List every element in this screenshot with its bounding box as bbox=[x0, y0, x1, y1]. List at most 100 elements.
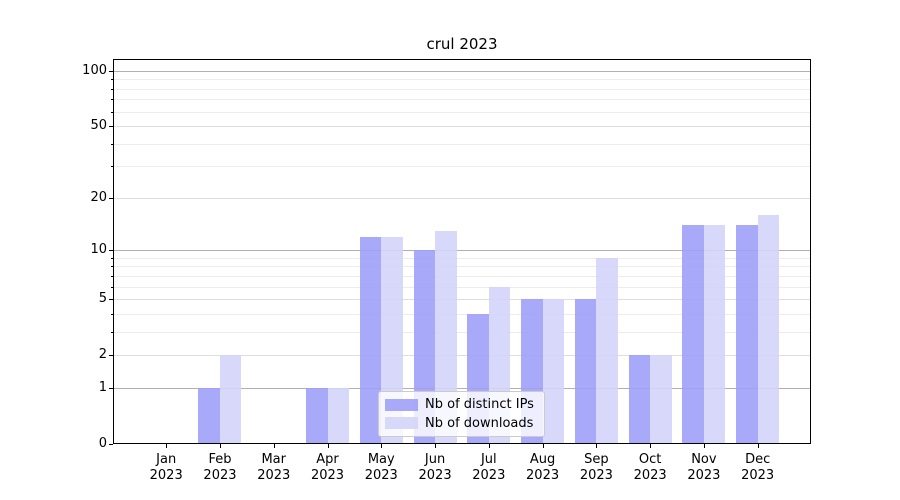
gridline-minor bbox=[114, 275, 810, 277]
y-tick-label: 1 bbox=[98, 379, 107, 395]
y-minor-tick-mark bbox=[111, 299, 113, 300]
legend-label-downloads: Nb of downloads bbox=[425, 415, 534, 431]
bar-dec-ips bbox=[736, 224, 758, 443]
y-minor-tick-mark bbox=[111, 126, 113, 127]
gridline bbox=[114, 126, 810, 128]
x-tick-label-month: Nov bbox=[691, 452, 717, 467]
legend: Nb of distinct IPs Nb of downloads bbox=[378, 391, 545, 437]
x-tick-mark bbox=[758, 444, 759, 448]
x-tick-label-month: Jul bbox=[480, 452, 497, 467]
bar-aug-downloads bbox=[542, 299, 565, 443]
bar-nov-ips bbox=[682, 224, 704, 443]
x-tick-label-year: 2023 bbox=[526, 468, 560, 483]
bar-apr-ips bbox=[306, 387, 328, 443]
x-tick-label: Jun 2023 bbox=[408, 452, 462, 484]
y-tick-mark bbox=[109, 71, 113, 72]
x-tick-label-year: 2023 bbox=[149, 468, 183, 483]
legend-swatch-distinct-ips-icon bbox=[385, 398, 418, 411]
plot-border-bottom bbox=[113, 443, 811, 444]
x-tick-label-month: Feb bbox=[208, 452, 232, 467]
plot-area bbox=[113, 59, 811, 444]
y-minor-tick-mark bbox=[111, 287, 113, 288]
x-tick-label-month: Jun bbox=[424, 452, 446, 467]
bar-feb-downloads bbox=[219, 355, 242, 443]
bar-sep-downloads bbox=[596, 257, 618, 443]
legend-swatch-downloads-icon bbox=[385, 417, 418, 430]
bar-sep-ips bbox=[574, 299, 597, 443]
x-tick-label-year: 2023 bbox=[364, 468, 398, 483]
y-minor-tick-mark bbox=[111, 355, 113, 356]
gridline-major bbox=[114, 250, 810, 252]
y-tick-mark bbox=[109, 444, 113, 445]
y-minor-tick-mark bbox=[111, 314, 113, 315]
x-tick-label: Dec 2023 bbox=[731, 452, 785, 484]
x-tick-label-year: 2023 bbox=[633, 468, 667, 483]
x-tick-label-month: Dec bbox=[745, 452, 771, 467]
gridline bbox=[114, 299, 810, 301]
plot-border-right bbox=[810, 59, 811, 444]
x-tick-label-month: Sep bbox=[584, 452, 609, 467]
x-tick-label: Jan 2023 bbox=[139, 452, 193, 484]
y-minor-tick-mark bbox=[111, 89, 113, 90]
x-tick-label-year: 2023 bbox=[579, 468, 613, 483]
gridline bbox=[114, 197, 810, 199]
x-tick-label: May 2023 bbox=[354, 452, 408, 484]
y-minor-tick-mark bbox=[111, 266, 113, 267]
y-minor-tick-mark bbox=[111, 144, 113, 145]
x-tick-mark bbox=[489, 444, 490, 448]
y-tick-label: 10 bbox=[90, 242, 107, 258]
y-tick-label: 20 bbox=[90, 189, 107, 205]
x-tick-label-month: Mar bbox=[261, 452, 286, 467]
gridline-minor bbox=[114, 331, 810, 333]
y-tick-label: 100 bbox=[82, 62, 107, 78]
y-minor-tick-mark bbox=[111, 332, 113, 333]
x-tick-label-month: Oct bbox=[638, 452, 662, 467]
x-tick-mark bbox=[166, 444, 167, 448]
x-tick-label-year: 2023 bbox=[741, 468, 775, 483]
gridline-minor bbox=[114, 88, 810, 90]
y-minor-tick-mark bbox=[111, 258, 113, 259]
y-minor-tick-mark bbox=[111, 166, 113, 167]
gridline-major bbox=[114, 387, 810, 389]
x-tick-label-month: Aug bbox=[529, 452, 556, 467]
x-tick-label: Feb 2023 bbox=[193, 452, 247, 484]
x-tick-label: Aug 2023 bbox=[516, 452, 570, 484]
gridline-minor bbox=[114, 166, 810, 168]
bar-oct-downloads bbox=[650, 355, 672, 443]
gridline bbox=[114, 355, 810, 357]
y-tick-mark bbox=[109, 250, 113, 251]
gridline-minor bbox=[114, 111, 810, 113]
x-tick-mark bbox=[650, 444, 651, 448]
y-minor-tick-mark bbox=[111, 276, 113, 277]
y-tick-label: 0 bbox=[98, 436, 107, 451]
x-tick-label: Nov 2023 bbox=[677, 452, 731, 484]
x-tick-label-year: 2023 bbox=[203, 468, 237, 483]
y-minor-tick-mark bbox=[111, 198, 113, 199]
x-tick-label-year: 2023 bbox=[687, 468, 721, 483]
gridline-minor bbox=[114, 143, 810, 145]
chart-title: crul 2023 bbox=[426, 35, 498, 53]
y-tick-label: 2 bbox=[98, 347, 107, 363]
x-tick-label: Apr 2023 bbox=[301, 452, 355, 484]
x-tick-mark bbox=[328, 444, 329, 448]
bar-may-ips bbox=[359, 236, 382, 443]
x-tick-mark bbox=[220, 444, 221, 448]
gridline-minor bbox=[114, 257, 810, 259]
gridline-minor bbox=[114, 313, 810, 315]
x-tick-label: Jul 2023 bbox=[462, 452, 516, 484]
x-tick-mark bbox=[704, 444, 705, 448]
x-tick-mark bbox=[596, 444, 597, 448]
y-minor-tick-mark bbox=[111, 112, 113, 113]
bar-dec-downloads bbox=[757, 214, 780, 443]
x-tick-label-month: Jan bbox=[156, 452, 177, 467]
gridline-minor bbox=[114, 266, 810, 268]
bar-oct-ips bbox=[628, 355, 651, 443]
plot-border-left bbox=[113, 59, 114, 444]
y-tick-mark bbox=[109, 388, 113, 389]
plot-border-top bbox=[113, 59, 811, 60]
gridline-minor bbox=[114, 99, 810, 101]
x-tick-label-year: 2023 bbox=[472, 468, 506, 483]
x-tick-mark bbox=[381, 444, 382, 448]
legend-label-distinct-ips: Nb of distinct IPs bbox=[425, 397, 534, 413]
